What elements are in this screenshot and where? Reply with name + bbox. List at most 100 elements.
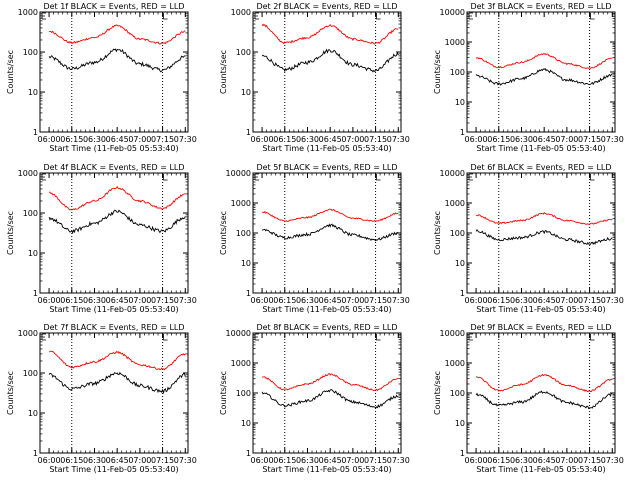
y-tick-label: 1 (460, 289, 465, 298)
x-tick-label: 06:00 (465, 135, 488, 144)
x-tick-label: 06:45 (533, 135, 556, 144)
start-marker-icon (41, 12, 46, 20)
x-tick-label: 07:00 (341, 135, 364, 144)
x-tick-label: 06:15 (60, 296, 83, 305)
x-tick-label: 06:45 (319, 296, 342, 305)
y-tick-label: 10000 (440, 8, 465, 17)
x-tick-label: 06:00 (251, 135, 274, 144)
x-tick-label: 07:30 (387, 296, 410, 305)
plot-frame (466, 332, 616, 454)
x-tick-label: 07:00 (341, 296, 364, 305)
plot-frame (252, 332, 402, 454)
x-tick-label: 07:15 (364, 296, 387, 305)
end-marker-icon (163, 174, 168, 181)
lld-series-line (48, 185, 186, 211)
x-tick-label: 06:30 (83, 296, 106, 305)
x-tick-label: 06:15 (60, 456, 83, 465)
y-axis-label: Counts/sec (6, 371, 15, 415)
y-tick-label: 100 (450, 229, 465, 238)
x-tick-label: 06:00 (465, 456, 488, 465)
start-marker-icon (254, 333, 259, 341)
y-tick-label: 1 (246, 128, 251, 137)
y-axis-label: Counts/sec (219, 50, 228, 94)
x-tick-label: 07:15 (578, 296, 601, 305)
y-tick-label: 100 (236, 48, 251, 57)
x-tick-label: 06:15 (487, 456, 510, 465)
events-series-line (261, 223, 399, 242)
x-tick-label: 07:00 (555, 296, 578, 305)
x-tick-label: 07:15 (364, 135, 387, 144)
y-tick-label: 100 (450, 389, 465, 398)
y-tick-label: 100 (236, 389, 251, 398)
end-marker-icon (163, 334, 168, 341)
x-axis-label: Start Time (11-Feb-05 05:53:40) (262, 465, 391, 474)
x-tick-label: 06:30 (296, 296, 319, 305)
y-tick-label: 10 (28, 88, 38, 97)
y-tick-label: 100 (450, 68, 465, 77)
y-tick-label: 1000 (445, 359, 465, 368)
x-tick-label: 06:30 (296, 456, 319, 465)
y-tick-label: 1000 (18, 329, 38, 338)
lld-series-line (261, 23, 399, 45)
lld-series-line (476, 373, 613, 393)
detector-panel: Det 4f BLACK = Events, RED = LLD 1 10 100 10… (6, 163, 197, 314)
x-tick-label: 07:15 (151, 456, 174, 465)
y-tick-label: 1000 (18, 8, 38, 17)
panel-title: Det 6f BLACK = Events, RED = LLD (470, 163, 611, 172)
x-tick-label: 06:45 (319, 135, 342, 144)
x-tick-label: 06:45 (533, 296, 556, 305)
x-tick-label: 07:15 (151, 135, 174, 144)
panel-title: Det 3f BLACK = Events, RED = LLD (470, 2, 611, 11)
x-axis-label: Start Time (11-Feb-05 05:53:40) (49, 144, 178, 153)
y-axis-label: Counts/sec (433, 50, 442, 94)
x-tick-label: 07:00 (555, 456, 578, 465)
events-series-line (261, 48, 399, 73)
x-tick-label: 06:30 (296, 135, 319, 144)
x-tick-label: 06:45 (106, 456, 129, 465)
x-tick-label: 06:15 (273, 296, 296, 305)
start-marker-icon (41, 173, 46, 181)
events-series-line (261, 388, 399, 409)
y-tick-label: 10 (241, 259, 251, 268)
end-marker-icon (376, 174, 381, 181)
y-tick-label: 1000 (445, 199, 465, 208)
y-tick-label: 10000 (440, 169, 465, 178)
detector-panel: Det 1f BLACK = Events, RED = LLD 1 10 100 10… (6, 2, 197, 153)
y-tick-label: 10 (241, 88, 251, 97)
y-tick-label: 1000 (445, 38, 465, 47)
lld-series-line (48, 350, 186, 371)
detector-panel: Det 9f BLACK = Events, RED = LLD 1 10 100 10… (433, 323, 624, 474)
x-tick-label: 07:30 (387, 456, 410, 465)
lld-series-line (262, 208, 399, 223)
start-marker-icon (41, 333, 46, 341)
x-tick-label: 06:30 (83, 135, 106, 144)
y-tick-label: 10 (455, 259, 465, 268)
events-series-line (48, 209, 186, 235)
lld-series-line (475, 53, 613, 69)
end-marker-icon (376, 334, 381, 341)
y-tick-label: 10 (28, 249, 38, 258)
x-tick-label: 07:30 (387, 135, 410, 144)
y-tick-label: 1000 (231, 359, 251, 368)
y-tick-label: 10 (455, 98, 465, 107)
x-axis-label: Start Time (11-Feb-05 05:53:40) (262, 305, 391, 314)
x-tick-label: 06:15 (487, 135, 510, 144)
plot-frame (252, 11, 402, 133)
events-series-line (48, 371, 186, 395)
x-tick-label: 07:30 (601, 296, 624, 305)
x-tick-label: 06:15 (273, 135, 296, 144)
x-tick-label: 06:30 (510, 296, 533, 305)
panel-title: Det 5f BLACK = Events, RED = LLD (256, 163, 397, 172)
y-tick-label: 1 (460, 449, 465, 458)
start-marker-icon (468, 333, 473, 341)
x-tick-label: 06:45 (533, 456, 556, 465)
x-tick-label: 06:45 (319, 456, 342, 465)
detector-panel: Det 5f BLACK = Events, RED = LLD 1 10 100 10… (219, 163, 410, 314)
y-axis-label: Counts/sec (219, 371, 228, 415)
lld-series-line (475, 212, 613, 226)
x-tick-label: 06:45 (106, 135, 129, 144)
y-tick-label: 10000 (226, 329, 251, 338)
lld-series-line (49, 24, 186, 45)
events-series-line (475, 390, 613, 410)
